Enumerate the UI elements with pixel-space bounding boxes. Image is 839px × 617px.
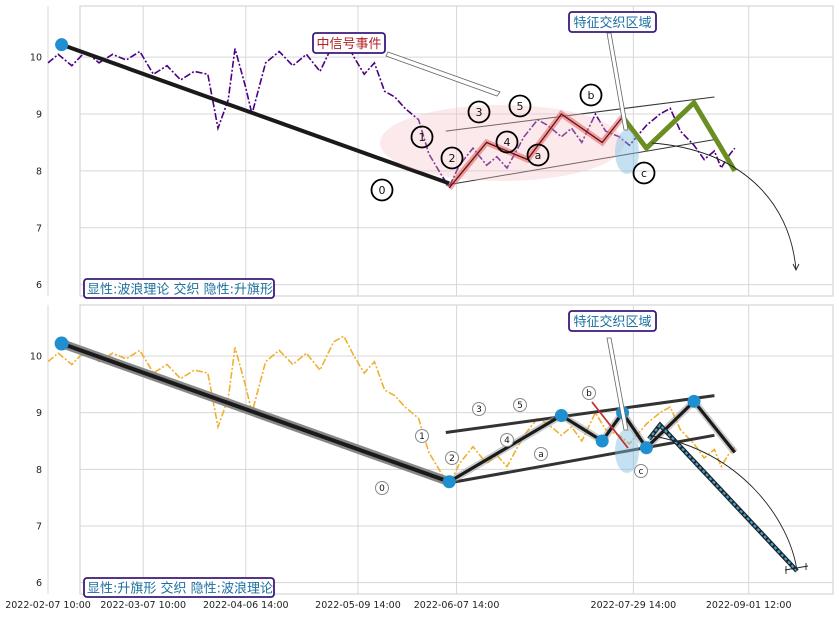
wave-label-circle: [579, 83, 603, 107]
wave-label: c: [641, 167, 647, 180]
annotation-box: [568, 310, 657, 332]
y-tick-label: 8: [36, 166, 42, 177]
wave-label-circle: [632, 161, 656, 185]
x-tick-label: 2022-03-07 10:00: [100, 600, 186, 611]
wave-label-circle: [415, 429, 429, 443]
y-tick-label: 10: [30, 53, 42, 64]
wave-c-segment: [591, 401, 629, 449]
wave-label: b: [588, 89, 595, 102]
wave-label-circle: [472, 402, 486, 416]
trend-start-marker: [54, 336, 69, 351]
wave-label: 2: [449, 152, 456, 165]
wave-label: a: [538, 450, 544, 460]
wave-label: 4: [504, 136, 511, 149]
wave-label: 2: [449, 454, 455, 464]
wave-label: 4: [504, 436, 510, 446]
flag-pattern-node: [639, 441, 653, 455]
wave-highlight-region: [380, 105, 624, 181]
pattern-caption-box: [83, 278, 275, 299]
projection-curve: [651, 435, 798, 572]
x-tick-label: 2022-05-09 14:00: [315, 600, 401, 611]
wave-label: 0: [379, 484, 385, 494]
signal-callout-arrow: [385, 51, 501, 97]
wave-label: c: [639, 467, 644, 477]
x-tick-label: 2022-09-01 12:00: [706, 600, 792, 611]
pattern-caption: 显性:升旗形 交织 隐性:波浪理论: [87, 581, 273, 597]
y-tick-label: 9: [36, 110, 42, 121]
y-tick-label: 7: [36, 522, 42, 533]
wave-label-circle: [500, 433, 514, 447]
wave-label: 5: [517, 100, 524, 113]
downtrend-line: [60, 42, 450, 186]
annotation-label: 特征交织区域: [573, 314, 651, 330]
annotation-label: 特征交织区域: [573, 15, 651, 31]
wave-label-circle: [410, 125, 434, 149]
wave-label-circle: [370, 178, 394, 202]
y-tick-label: 9: [36, 408, 42, 419]
zone-callout-arrow: [606, 32, 629, 131]
wave-label: b: [586, 389, 592, 399]
wave-label: 0: [379, 184, 386, 197]
x-tick-label: 2022-07-29 14:00: [591, 600, 677, 611]
price-series-line: [47, 36, 736, 189]
channel-upper-line: [445, 96, 715, 132]
pattern-caption-box: [83, 577, 275, 598]
downtrend-line: [60, 341, 450, 484]
x-tick-label: 2022-06-07 14:00: [414, 600, 500, 611]
wave-label-circle: [440, 146, 464, 170]
wave-label-circle: [513, 398, 527, 412]
x-tick-label: 2022-04-06 14:00: [203, 600, 289, 611]
wave-label-circle: [375, 481, 389, 495]
wave-label-circle: [467, 100, 491, 124]
y-tick-label: 8: [36, 465, 42, 476]
pattern-caption: 显性:波浪理论 交织 隐性:升旗形: [87, 282, 273, 298]
annotation-box: [568, 11, 657, 33]
channel-lower-line: [445, 139, 715, 186]
wave-label: 1: [419, 432, 425, 442]
flag-pattern-node: [687, 394, 701, 408]
wave-label-circle: [526, 143, 550, 167]
trend-start-marker: [55, 38, 69, 52]
wave-label-circle: [508, 94, 532, 118]
projection-arrowhead: [792, 263, 800, 272]
wave-label: 1: [419, 131, 426, 144]
wave-label-circle: [495, 130, 519, 154]
y-tick-label: 6: [36, 280, 42, 291]
channel-lower-line: [445, 433, 715, 485]
zone-callout-arrow: [606, 337, 629, 431]
corrective-wave-line: [620, 98, 737, 173]
annotation-box: [312, 32, 386, 54]
impulse-wave-line: [448, 113, 624, 189]
y-tick-label: 10: [30, 352, 42, 363]
wave-label-circle: [534, 447, 548, 461]
flag-pattern-node: [554, 409, 568, 422]
projection-target-marker: [784, 563, 809, 574]
flag-pattern-node: [595, 434, 609, 448]
price-series-line: [47, 335, 736, 487]
wave-label: 3: [476, 405, 482, 415]
wave-label-circle: [582, 386, 596, 400]
projection-curve: [651, 142, 797, 271]
wave-label-circle: [445, 451, 459, 465]
panel-2: 6 7 8 9 10 0 1 2 3 4 5 a b c 2022-02-07 10:00 2022-03-0…: [5, 304, 834, 611]
wave-label: a: [535, 149, 542, 162]
projection-line: [648, 423, 798, 572]
annotation-label: 中信号事件: [316, 37, 381, 52]
interweave-zone: [615, 130, 639, 174]
flag-pattern-node: [442, 475, 456, 489]
wave-label: 5: [517, 401, 523, 411]
wave-label: 3: [476, 106, 483, 119]
y-tick-label: 7: [36, 223, 42, 234]
wave-label-circle: [634, 464, 648, 478]
channel-upper-line: [445, 394, 715, 434]
x-tick-label: 2022-02-07 10:00: [5, 600, 91, 611]
y-tick-label: 6: [36, 578, 42, 589]
